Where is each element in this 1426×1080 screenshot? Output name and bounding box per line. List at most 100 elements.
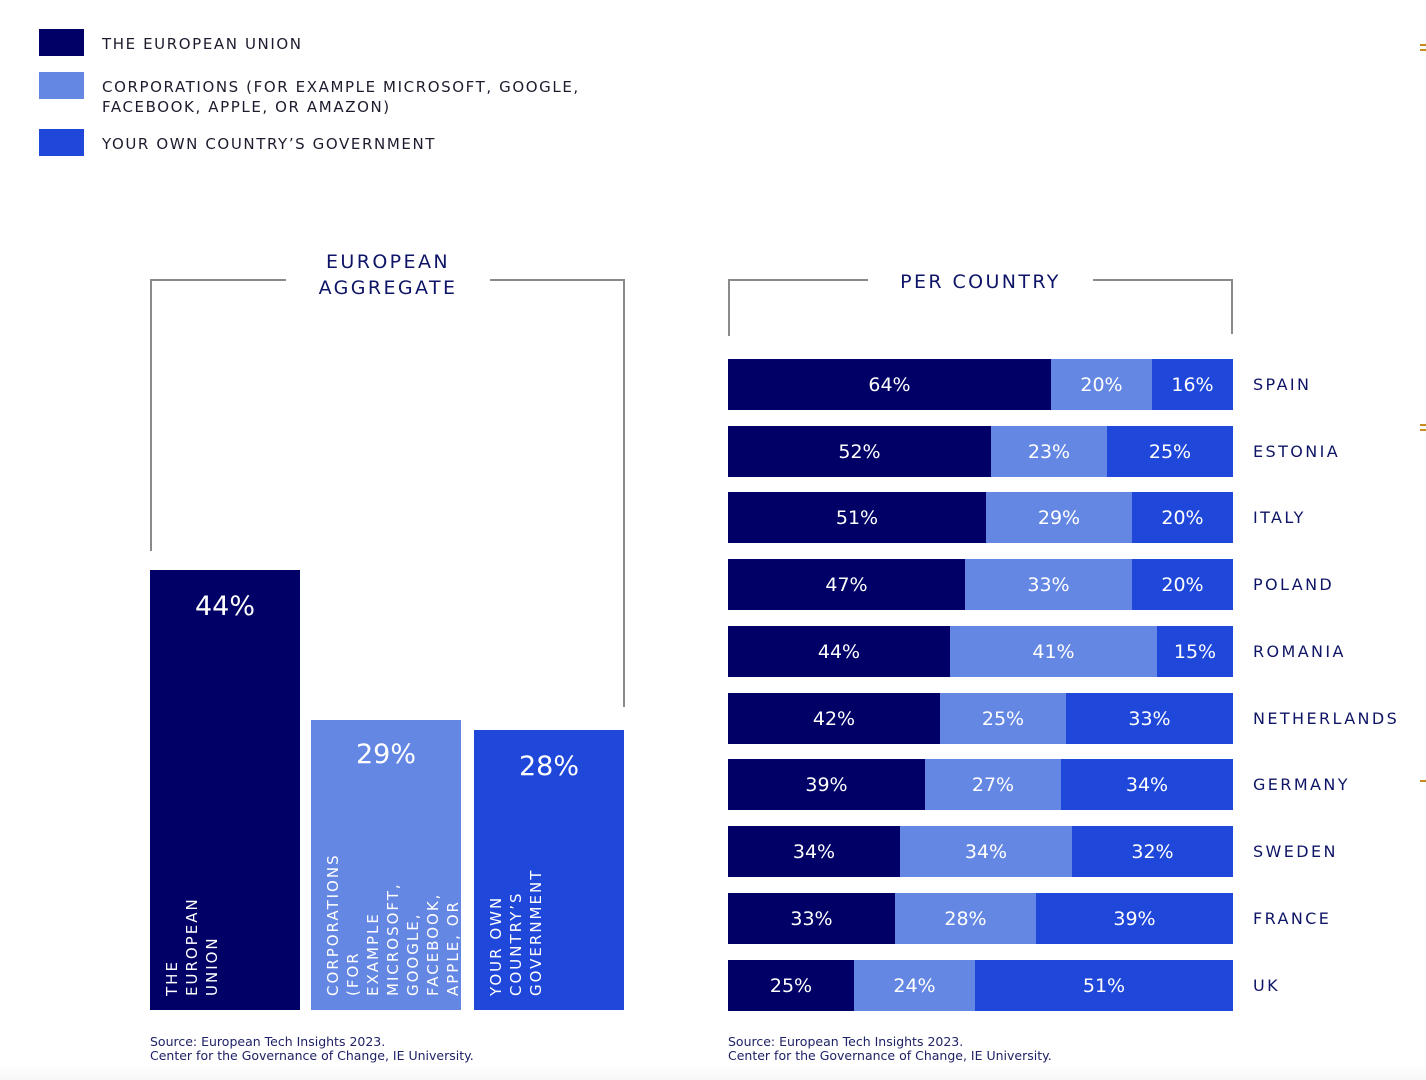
segment-value-label: 25% (1148, 440, 1192, 463)
per-country-title: PER COUNTRY (900, 271, 1061, 293)
source-line: Source: European Tech Insights 2023. (728, 1034, 964, 1049)
aggregate-bar-eu: 44% THE EUROPEAN UNION (150, 570, 300, 1010)
legend-label: CORPORATIONS (FOR EXAMPLE MICROSOFT, GOO… (102, 78, 580, 116)
aggregate-source: Source: European Tech Insights 2023. Cen… (150, 1035, 474, 1063)
segment-value-label: 20% (1080, 373, 1123, 396)
segment-value-label: 64% (868, 373, 911, 396)
segment-value-label: 51% (1082, 974, 1126, 997)
bar-segment-government: 39% (1036, 893, 1233, 944)
country-row-france: 33% 28% 39% (728, 893, 1233, 944)
bracket-top-right (490, 279, 625, 281)
source-line: Center for the Governance of Change, IE … (728, 1048, 1052, 1063)
segment-value-label: 33% (1027, 573, 1070, 596)
bottom-band (0, 1066, 1426, 1080)
segment-value-label: 25% (769, 974, 813, 997)
aggregate-bar-label: CORPORATIONS (FOR EXAMPLE MICROSOFT, GOO… (324, 853, 482, 996)
segment-value-label: 24% (893, 974, 936, 997)
bar-segment-eu: 42% (728, 693, 940, 744)
bar-segment-government: 25% (1107, 426, 1233, 477)
bar-segment-government: 33% (1066, 693, 1233, 744)
country-row-italy: 51% 29% 20% (728, 492, 1233, 543)
bar-segment-corporations: 27% (925, 759, 1061, 810)
bracket-right (1231, 279, 1233, 334)
segment-value-label: 20% (1161, 573, 1204, 596)
source-line: Center for the Governance of Change, IE … (150, 1048, 474, 1063)
bar-segment-eu: 33% (728, 893, 895, 944)
bar-segment-corporations: 20% (1051, 359, 1152, 410)
country-label: NETHERLANDS (1253, 709, 1400, 728)
segment-value-label: 29% (1037, 506, 1081, 529)
country-label: ESTONIA (1253, 442, 1341, 461)
aggregate-title-line1: EUROPEAN (326, 251, 450, 273)
segment-value-label: 34% (964, 840, 1008, 863)
bar-segment-government: 34% (1061, 759, 1233, 810)
bracket-top-right (1093, 279, 1233, 281)
aggregate-value-label: 28% (518, 751, 579, 782)
segment-value-label: 15% (1173, 640, 1217, 663)
accent-tick-mark (1420, 49, 1426, 51)
accent-tick-mark (1420, 780, 1426, 782)
bracket-right (623, 279, 625, 707)
country-row-romania: 44% 41% 15% (728, 626, 1233, 677)
segment-value-label: 42% (812, 707, 856, 730)
bar-segment-eu: 52% (728, 426, 991, 477)
bar-segment-eu: 34% (728, 826, 900, 877)
segment-value-label: 27% (971, 773, 1015, 796)
segment-value-label: 33% (1128, 707, 1171, 730)
segment-value-label: 16% (1171, 373, 1214, 396)
country-label: ROMANIA (1253, 642, 1346, 661)
segment-value-label: 34% (792, 840, 836, 863)
country-label: UK (1253, 976, 1281, 995)
bar-segment-corporations: 34% (900, 826, 1072, 877)
country-label: GERMANY (1253, 775, 1350, 794)
bracket-top-left (150, 279, 286, 281)
bracket-left (150, 279, 152, 551)
aggregate-bar-corporations: 29% CORPORATIONS (FOR EXAMPLE MICROSOFT, … (311, 720, 482, 1010)
bar-segment-eu: 47% (728, 559, 965, 610)
bracket-left (728, 279, 730, 336)
bar-segment-eu: 64% (728, 359, 1051, 410)
bar-segment-corporations: 33% (965, 559, 1132, 610)
country-label: ITALY (1253, 508, 1306, 527)
bar-segment-corporations: 24% (854, 960, 975, 1011)
country-row-germany: 39% 27% 34% (728, 759, 1233, 810)
aggregate-bar-label: THE EUROPEAN UNION (163, 897, 221, 996)
source-line: Source: European Tech Insights 2023. (150, 1034, 386, 1049)
country-row-netherlands: 42% 25% 33% (728, 693, 1233, 744)
segment-value-label: 47% (825, 573, 868, 596)
segment-value-label: 20% (1161, 506, 1204, 529)
bar-segment-government: 20% (1132, 492, 1233, 543)
segment-value-label: 41% (1032, 640, 1075, 663)
aggregate-value-label: 44% (194, 591, 255, 622)
accent-tick-mark (1420, 424, 1426, 426)
accent-tick-mark (1420, 44, 1426, 46)
aggregate-title: EUROPEAN AGGREGATE (286, 249, 490, 301)
legend-swatch (39, 72, 84, 99)
bar-segment-government: 16% (1152, 359, 1233, 410)
aggregate-bar-label: YOUR OWN COUNTRY’S GOVERNMENT (487, 868, 545, 996)
segment-value-label: 33% (790, 907, 833, 930)
bar-segment-corporations: 29% (986, 492, 1132, 543)
country-row-poland: 47% 33% 20% (728, 559, 1233, 610)
bar-segment-corporations: 41% (950, 626, 1157, 677)
bar-segment-government: 15% (1157, 626, 1233, 677)
segment-value-label: 39% (805, 773, 848, 796)
legend-label: YOUR OWN COUNTRY’S GOVERNMENT (102, 135, 437, 153)
segment-value-label: 44% (817, 640, 861, 663)
segment-value-label: 52% (838, 440, 881, 463)
aggregate-title-line2: AGGREGATE (318, 277, 458, 299)
country-row-estonia: 52% 23% 25% (728, 426, 1233, 477)
legend-label: THE EUROPEAN UNION (102, 35, 303, 53)
segment-value-label: 28% (944, 907, 987, 930)
bar-segment-eu: 51% (728, 492, 986, 543)
bar-segment-corporations: 28% (895, 893, 1036, 944)
segment-value-label: 51% (835, 506, 879, 529)
segment-value-label: 25% (981, 707, 1025, 730)
bar-segment-corporations: 23% (991, 426, 1107, 477)
bar-segment-government: 32% (1072, 826, 1233, 877)
segment-value-label: 32% (1131, 840, 1174, 863)
legend-swatch (39, 29, 84, 56)
bar-segment-eu: 25% (728, 960, 854, 1011)
country-label: SPAIN (1253, 375, 1312, 394)
country-row-sweden: 34% 34% 32% (728, 826, 1233, 877)
